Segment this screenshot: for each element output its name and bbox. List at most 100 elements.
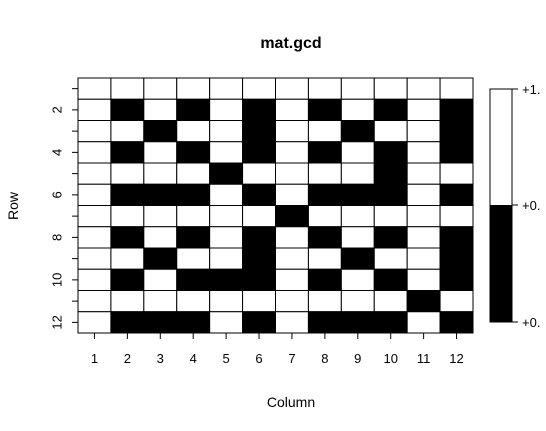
heatmap-cell-r5-c3 xyxy=(143,162,178,185)
x-tick-label: 7 xyxy=(288,351,295,366)
heatmap-cell-r9-c12 xyxy=(439,247,474,270)
heatmap-cell-r4-c10 xyxy=(373,141,408,164)
legend-label: +0. xyxy=(522,315,540,330)
y-tick-label: 10 xyxy=(49,273,64,287)
heatmap-cell-r7-c12 xyxy=(439,205,474,228)
x-tick-label: 3 xyxy=(157,351,164,366)
heatmap-cell-r10-c6 xyxy=(242,268,276,291)
x-tick-label: 4 xyxy=(190,351,197,366)
heatmap-cell-r3-c2 xyxy=(110,120,145,143)
heatmap-cell-r11-c9 xyxy=(340,290,375,313)
heatmap-cell-r9-c9 xyxy=(340,247,375,270)
heatmap-cell-r6-c7 xyxy=(275,183,309,206)
heatmap-cell-r5-c6 xyxy=(242,162,276,185)
heatmap-cells xyxy=(77,77,474,334)
heatmap-cell-r10-c12 xyxy=(439,268,474,291)
heatmap-cell-r11-c12 xyxy=(439,290,474,313)
plot-border xyxy=(77,77,474,334)
heatmap-cell-r1-c2 xyxy=(110,77,145,100)
heatmap-cell-r2-c12 xyxy=(439,98,474,121)
heatmap-cell-r2-c8 xyxy=(307,98,342,121)
heatmap-cell-r3-c3 xyxy=(143,120,178,143)
heatmap-cell-r3-c12 xyxy=(439,120,474,143)
heatmap-cell-r12-c11 xyxy=(406,311,441,334)
chart-title: mat.gcd xyxy=(260,35,321,52)
heatmap-cell-r7-c5 xyxy=(209,205,244,228)
heatmap-cell-r7-c11 xyxy=(406,205,441,228)
legend-label: +1. xyxy=(522,82,540,97)
heatmap-cell-r9-c4 xyxy=(176,247,211,270)
x-axis: 1 2 3 4 5 6 7 8 9 10 11 12 xyxy=(91,333,464,366)
heatmap-cell-r4-c8 xyxy=(307,141,342,164)
heatmap-cell-r6-c10 xyxy=(373,183,408,206)
heatmap-cell-r3-c10 xyxy=(373,120,408,143)
heatmap-cell-r6-c8 xyxy=(307,183,342,206)
heatmap-cell-r1-c10 xyxy=(373,77,408,100)
heatmap-cell-r2-c2 xyxy=(110,98,145,121)
x-tick-label: 10 xyxy=(383,351,397,366)
heatmap-cell-r5-c4 xyxy=(176,162,211,185)
heatmap-cell-r11-c6 xyxy=(242,290,276,313)
heatmap-cell-r7-c6 xyxy=(242,205,276,228)
x-tick-label: 9 xyxy=(354,351,361,366)
heatmap-cell-r5-c5 xyxy=(209,162,244,185)
heatmap-cell-r12-c6 xyxy=(242,311,276,334)
heatmap-cell-r1-c5 xyxy=(209,77,244,100)
heatmap-cell-r5-c1 xyxy=(77,162,112,185)
heatmap-cell-r1-c8 xyxy=(307,77,342,100)
heatmap-cell-r12-c12 xyxy=(439,311,474,334)
heatmap-cell-r9-c1 xyxy=(77,247,112,270)
heatmap-cell-r8-c10 xyxy=(373,226,408,249)
heatmap-cell-r5-c12 xyxy=(439,162,474,185)
legend-swatch-high xyxy=(490,89,512,205)
heatmap-cell-r9-c2 xyxy=(110,247,145,270)
heatmap-cell-r8-c5 xyxy=(209,226,244,249)
heatmap-cell-r10-c2 xyxy=(110,268,145,291)
x-tick-label: 6 xyxy=(255,351,262,366)
heatmap-cell-r10-c8 xyxy=(307,268,342,291)
heatmap-cell-r5-c2 xyxy=(110,162,145,185)
heatmap-cell-r4-c6 xyxy=(242,141,276,164)
heatmap-cell-r9-c3 xyxy=(143,247,178,270)
heatmap-cell-r1-c1 xyxy=(77,77,112,100)
heatmap-cell-r1-c4 xyxy=(176,77,211,100)
heatmap-cell-r12-c2 xyxy=(110,311,145,334)
heatmap-cell-r12-c1 xyxy=(77,311,112,334)
heatmap-cell-r7-c3 xyxy=(143,205,178,228)
heatmap-cell-r3-c6 xyxy=(242,120,276,143)
heatmap-cell-r11-c7 xyxy=(275,290,309,313)
heatmap-cell-r4-c4 xyxy=(176,141,211,164)
heatmap-cell-r4-c2 xyxy=(110,141,145,164)
heatmap-cell-r4-c1 xyxy=(77,141,112,164)
heatmap-cell-r6-c5 xyxy=(209,183,244,206)
x-tick-label: 2 xyxy=(124,351,131,366)
x-tick-label: 12 xyxy=(449,351,463,366)
heatmap-cell-r3-c7 xyxy=(275,120,309,143)
heatmap-cell-r1-c12 xyxy=(439,77,474,100)
color-legend: +1. +0. +0. xyxy=(489,82,540,330)
heatmap-cell-r10-c11 xyxy=(406,268,441,291)
heatmap-cell-r1-c3 xyxy=(143,77,178,100)
heatmap-cell-r8-c11 xyxy=(406,226,441,249)
y-tick-label: 2 xyxy=(49,106,64,113)
heatmap-cell-r11-c3 xyxy=(143,290,178,313)
heatmap-cell-r2-c9 xyxy=(340,98,375,121)
heatmap-cell-r9-c6 xyxy=(242,247,276,270)
heatmap-cell-r12-c7 xyxy=(275,311,309,334)
heatmap-cell-r6-c3 xyxy=(143,183,178,206)
heatmap-cell-r3-c1 xyxy=(77,120,112,143)
heatmap-cell-r7-c8 xyxy=(307,205,342,228)
heatmap-cell-r3-c8 xyxy=(307,120,342,143)
heatmap-cell-r10-c9 xyxy=(340,268,375,291)
heatmap-cell-r2-c3 xyxy=(143,98,178,121)
heatmap-cell-r8-c6 xyxy=(242,226,276,249)
y-tick-label: 12 xyxy=(49,315,64,329)
heatmap-cell-r8-c8 xyxy=(307,226,342,249)
heatmap-cell-r4-c5 xyxy=(209,141,244,164)
heatmap-cell-r6-c1 xyxy=(77,183,112,206)
heatmap-cell-r1-c9 xyxy=(340,77,375,100)
legend-label: +0. xyxy=(522,198,540,213)
heatmap-cell-r11-c10 xyxy=(373,290,408,313)
heatmap-cell-r9-c8 xyxy=(307,247,342,270)
